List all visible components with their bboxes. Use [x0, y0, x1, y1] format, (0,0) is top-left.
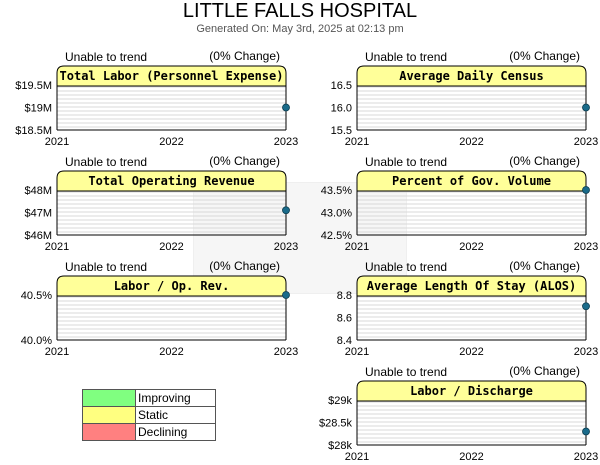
x-tick-label: 2022: [459, 241, 483, 253]
legend-row-declining: Declining: [82, 423, 216, 441]
chart-panel: Unable to trend (0% Change) Total Operatin…: [24, 154, 298, 253]
y-tick-label: $19.5M: [15, 80, 52, 92]
data-point: [282, 206, 290, 215]
change-percent-label: (0% Change): [209, 154, 280, 168]
y-tick-label: $29k: [328, 395, 352, 407]
trend-status-label: Unable to trend: [365, 365, 447, 379]
trend-status-label: Unable to trend: [365, 50, 447, 64]
x-tick-label: 2022: [159, 346, 183, 358]
x-tick-label: 2023: [574, 136, 598, 148]
chart-title: Percent of Gov. Volume: [392, 174, 551, 188]
x-tick-label: 2021: [45, 136, 69, 148]
chart-header-banner: [356, 380, 587, 402]
legend-label-static: Static: [135, 406, 216, 424]
trend-status-label: Unable to trend: [365, 155, 447, 169]
y-tick-label: 42.5%: [321, 230, 352, 242]
data-point: [582, 427, 590, 436]
legend: Improving Static Declining: [82, 389, 216, 441]
x-tick-label: 2023: [574, 241, 598, 253]
y-tick-label: $48M: [24, 185, 52, 197]
x-tick-label: 2023: [274, 136, 298, 148]
chart-header-banner: [56, 170, 287, 192]
y-tick-label: $28k: [328, 440, 352, 452]
chart-title: Total Operating Revenue: [88, 174, 254, 188]
legend-swatch-static: [82, 406, 136, 424]
chart-panel: Unable to trend (0% Change) Labor / Discha…: [319, 364, 598, 463]
chart-title: Average Length Of Stay (ALOS): [367, 279, 577, 293]
x-tick-label: 2022: [459, 136, 483, 148]
x-tick-label: 2021: [45, 346, 69, 358]
y-tick-label: 8.8: [337, 290, 352, 302]
data-point: [582, 302, 590, 311]
y-tick-label: 43.5%: [321, 185, 352, 197]
y-tick-label: 15.5: [331, 125, 352, 137]
trend-status-label: Unable to trend: [65, 260, 147, 274]
data-point: [582, 103, 590, 112]
watermark-logo: [193, 182, 407, 294]
x-tick-label: 2021: [45, 241, 69, 253]
x-tick-label: 2022: [459, 346, 483, 358]
change-percent-label: (0% Change): [509, 259, 580, 273]
x-tick-label: 2023: [274, 241, 298, 253]
y-tick-label: 8.6: [337, 313, 352, 325]
generated-timestamp: Generated On: May 3rd, 2025 at 02:13 pm: [196, 23, 404, 35]
y-tick-label: 40.0%: [21, 335, 52, 347]
change-percent-label: (0% Change): [509, 154, 580, 168]
change-percent-label: (0% Change): [509, 364, 580, 378]
chart-header-banner: [56, 275, 287, 297]
chart-panel: Unable to trend (0% Change) Total Labor (P…: [15, 49, 298, 148]
legend-label-declining: Declining: [135, 423, 216, 441]
chart-title: Total Labor (Personnel Expense): [60, 69, 284, 83]
x-tick-label: 2023: [574, 451, 598, 463]
y-tick-label: 43.0%: [321, 208, 352, 220]
trend-status-label: Unable to trend: [65, 155, 147, 169]
legend-label-improving: Improving: [135, 389, 216, 407]
x-tick-label: 2023: [574, 346, 598, 358]
legend-row-static: Static: [82, 406, 216, 424]
x-tick-label: 2022: [459, 451, 483, 463]
legend-swatch-declining: [82, 423, 136, 441]
y-tick-label: 40.5%: [21, 290, 52, 302]
trend-status-label: Unable to trend: [365, 260, 447, 274]
y-tick-label: 16.0: [331, 103, 352, 115]
chart-header-banner: [356, 65, 587, 87]
data-point: [582, 186, 590, 194]
chart-title: Average Daily Census: [399, 69, 544, 83]
change-percent-label: (0% Change): [209, 49, 280, 63]
y-tick-label: 16.5: [331, 80, 352, 92]
chart-title: Labor / Op. Rev.: [114, 279, 230, 293]
y-tick-label: $47M: [24, 208, 52, 220]
x-tick-label: 2022: [159, 136, 183, 148]
chart-title: Labor / Discharge: [410, 384, 533, 398]
x-tick-label: 2021: [345, 451, 369, 463]
data-point: [282, 103, 290, 112]
chart-panel: Unable to trend (0% Change) Average Length…: [337, 259, 599, 358]
data-point: [282, 291, 290, 299]
x-tick-label: 2023: [274, 346, 298, 358]
change-percent-label: (0% Change): [209, 259, 280, 273]
legend-swatch-improving: [82, 389, 136, 407]
y-tick-label: $28.5k: [319, 418, 353, 430]
chart-header-banner: [56, 65, 287, 87]
chart-panel: Unable to trend (0% Change) Average Daily …: [331, 49, 599, 148]
legend-row-improving: Improving: [82, 389, 216, 407]
y-tick-label: $46M: [24, 230, 52, 242]
chart-header-banner: [356, 170, 587, 192]
report-title: LITTLE FALLS HOSPITAL: [182, 0, 418, 22]
chart-panel: Unable to trend (0% Change) Labor / Op. Re…: [21, 259, 298, 358]
change-percent-label: (0% Change): [509, 49, 580, 63]
x-tick-label: 2021: [345, 346, 369, 358]
x-tick-label: 2021: [345, 136, 369, 148]
x-tick-label: 2021: [345, 241, 369, 253]
y-tick-label: $19M: [24, 103, 52, 115]
y-tick-label: 8.4: [337, 335, 352, 347]
x-tick-label: 2022: [159, 241, 183, 253]
trend-status-label: Unable to trend: [65, 50, 147, 64]
chart-panel: Unable to trend (0% Change) Percent of Gov…: [321, 154, 598, 253]
y-tick-label: $18.5M: [15, 125, 52, 137]
chart-header-banner: [356, 275, 587, 297]
